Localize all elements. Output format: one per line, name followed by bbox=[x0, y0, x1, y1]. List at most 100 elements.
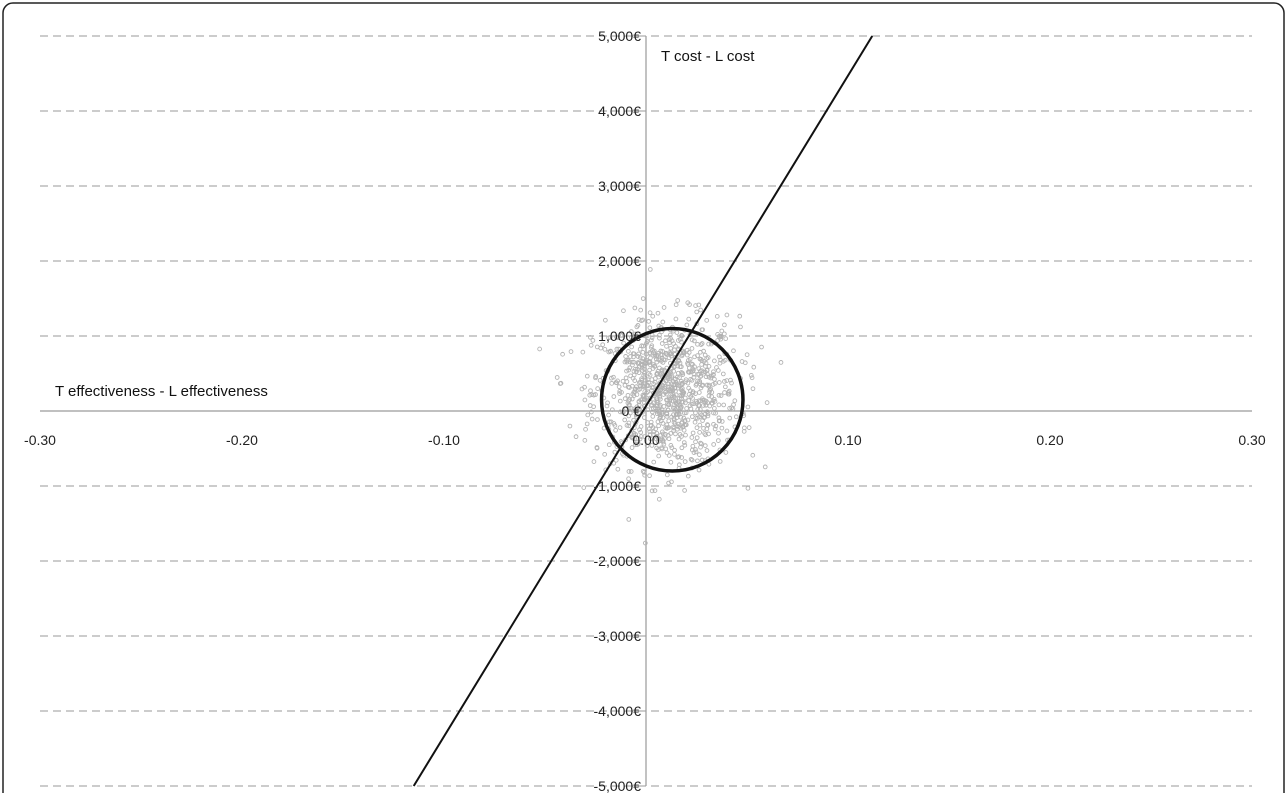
scatter-point bbox=[692, 419, 698, 425]
confidence-ellipse-layer bbox=[599, 326, 745, 473]
scatter-point bbox=[660, 319, 666, 325]
scatter-point bbox=[625, 357, 631, 363]
scatter-point bbox=[678, 414, 684, 420]
scatter-point bbox=[666, 418, 672, 424]
scatter-point bbox=[713, 410, 718, 416]
scatter-point bbox=[644, 443, 650, 449]
scatter-point bbox=[723, 384, 728, 390]
scatter-point bbox=[602, 451, 608, 457]
scatter-point bbox=[681, 427, 687, 433]
scatter-point bbox=[582, 397, 588, 403]
scatter-point bbox=[677, 336, 683, 342]
scatter-point bbox=[560, 351, 565, 357]
scatter-point bbox=[683, 410, 689, 416]
scatter-point bbox=[657, 335, 662, 341]
scatter-point bbox=[617, 425, 623, 430]
scatter-point bbox=[711, 369, 716, 375]
scatter-point bbox=[668, 345, 674, 351]
scatter-point bbox=[594, 445, 600, 450]
scatter-point bbox=[679, 445, 685, 451]
scatter-point bbox=[637, 436, 643, 442]
scatter-point bbox=[712, 358, 717, 364]
scatter-point bbox=[690, 430, 696, 436]
scatter-point bbox=[718, 393, 724, 399]
scatter-point bbox=[648, 422, 654, 428]
scatter-point bbox=[705, 355, 711, 360]
scatter-point bbox=[666, 381, 671, 387]
scatter-point bbox=[722, 322, 727, 328]
scatter-point bbox=[664, 343, 669, 349]
scatter-point bbox=[614, 346, 620, 352]
scatter-point bbox=[649, 387, 654, 393]
scatter-point bbox=[622, 417, 628, 423]
scatter-point bbox=[722, 379, 727, 384]
scatter-point bbox=[650, 366, 656, 371]
scatter-point bbox=[638, 424, 644, 429]
scatter-point bbox=[685, 417, 691, 423]
scatter-point bbox=[691, 450, 697, 455]
scatter-point bbox=[716, 392, 722, 398]
scatter-point bbox=[710, 401, 715, 406]
scatter-point bbox=[664, 450, 670, 456]
scatter-point bbox=[715, 438, 721, 443]
scatter-point bbox=[672, 399, 678, 404]
scatter-point bbox=[684, 322, 690, 328]
scatter-point bbox=[699, 341, 705, 346]
scatter-point bbox=[656, 447, 661, 452]
scatter-point bbox=[676, 454, 682, 460]
scatter-point bbox=[629, 445, 635, 450]
scatter-point bbox=[617, 398, 623, 404]
scatter-point bbox=[638, 430, 644, 435]
scatter-point bbox=[717, 459, 723, 464]
scatter-point bbox=[606, 335, 611, 341]
scatter-point bbox=[605, 400, 610, 406]
scatter-point bbox=[659, 409, 665, 415]
x-tick-label: -0.10 bbox=[428, 432, 460, 448]
scatter-point bbox=[649, 443, 655, 448]
y-tick-label: 1,000€ bbox=[598, 328, 641, 344]
y-tick-label: -3,000€ bbox=[594, 628, 642, 644]
scatter-point bbox=[635, 407, 641, 413]
tick-labels: 5,000€ 4,000€ 3,000€ 2,000€ 1,000€ 0 € -1,000€… bbox=[24, 28, 1266, 793]
scatter-point bbox=[698, 342, 704, 347]
scatter-point bbox=[623, 375, 629, 381]
scatter-point bbox=[697, 379, 702, 385]
scatter-point bbox=[645, 377, 651, 383]
scatter-point bbox=[741, 429, 747, 434]
scatter-point bbox=[698, 307, 704, 313]
scatter-point bbox=[594, 344, 600, 350]
scatter-point bbox=[606, 349, 612, 355]
scatter-point bbox=[568, 349, 574, 354]
scatter-point bbox=[622, 382, 628, 388]
scatter-point bbox=[640, 396, 645, 402]
scatter-point bbox=[689, 346, 695, 351]
scatter-point bbox=[615, 466, 621, 472]
scatter-point bbox=[685, 473, 691, 479]
scatter-point bbox=[733, 414, 739, 420]
y-tick-label: 4,000€ bbox=[598, 103, 641, 119]
scatter-point bbox=[675, 409, 681, 415]
scatter-point bbox=[764, 400, 770, 405]
scatter-point bbox=[623, 405, 629, 411]
scatter-point bbox=[671, 419, 677, 425]
scatter-point bbox=[611, 394, 617, 399]
x-tick-label: -0.20 bbox=[226, 432, 258, 448]
scatter-point bbox=[700, 369, 706, 375]
scatter-point bbox=[684, 352, 690, 358]
scatter-point bbox=[711, 396, 717, 402]
scatter-point bbox=[628, 354, 633, 359]
scatter-point bbox=[646, 319, 651, 324]
scatter-point bbox=[632, 387, 638, 392]
scatter-point bbox=[664, 391, 669, 397]
scatter-point bbox=[593, 374, 599, 379]
scatter-point bbox=[669, 445, 675, 451]
scatter-point bbox=[731, 348, 736, 354]
scatter-point bbox=[606, 412, 611, 418]
scatter-point bbox=[714, 314, 720, 319]
scatter-point bbox=[706, 364, 712, 369]
scatter-point bbox=[658, 358, 664, 364]
scatter-point bbox=[606, 442, 612, 448]
scatter-point bbox=[580, 349, 586, 355]
scatter-point bbox=[693, 449, 699, 455]
